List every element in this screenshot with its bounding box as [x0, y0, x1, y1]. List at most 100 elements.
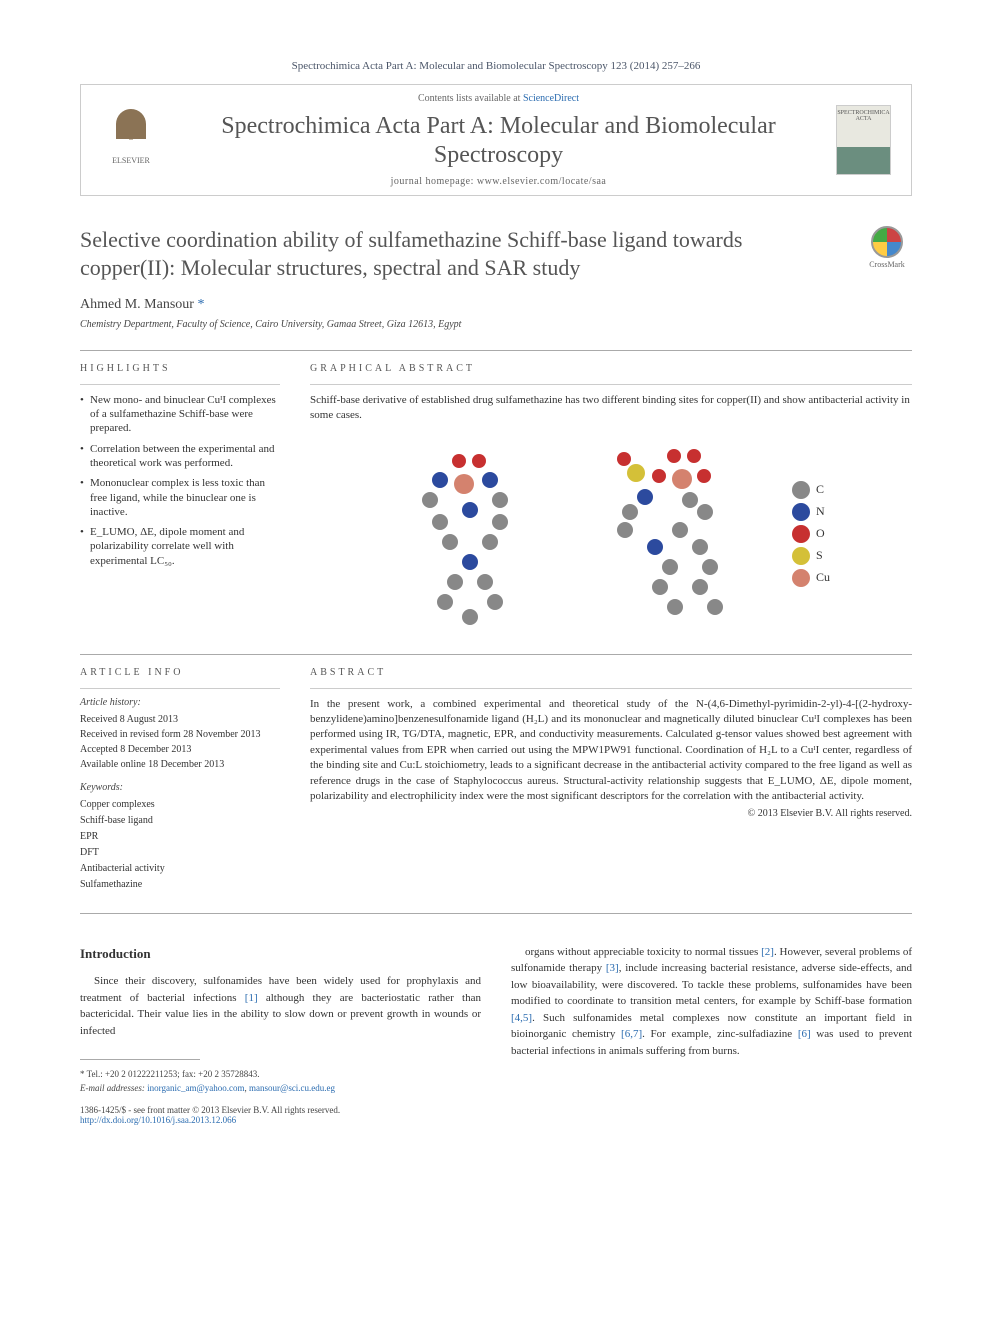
atom	[462, 502, 478, 518]
email-label: E-mail addresses:	[80, 1083, 147, 1093]
highlights-list: New mono- and binuclear CuᴵI complexes o…	[80, 393, 280, 568]
atom	[492, 514, 508, 530]
contents-available: Contents lists available at ScienceDirec…	[181, 93, 816, 104]
molecule-2	[592, 444, 772, 624]
atom	[687, 449, 701, 463]
atom	[662, 559, 678, 575]
divider	[80, 688, 280, 689]
keyword: Copper complexes	[80, 797, 280, 813]
atom	[702, 559, 718, 575]
corresponding-footnote: * Tel.: +20 2 01222211253; fax: +20 2 35…	[80, 1068, 481, 1095]
journal-header-box: ELSEVIER Contents lists available at Sci…	[80, 84, 912, 196]
keywords-label: Keywords:	[80, 782, 280, 793]
abstract-copyright: © 2013 Elsevier B.V. All rights reserved…	[310, 808, 912, 819]
atom	[672, 469, 692, 489]
highlights-label: HIGHLIGHTS	[80, 363, 280, 374]
atom-legend: CNOS Cu	[792, 481, 830, 587]
highlight-item: Mononuclear complex is less toxic than f…	[80, 476, 280, 519]
elsevier-label: ELSEVIER	[112, 156, 150, 165]
atom	[682, 492, 698, 508]
history-line: Received 8 August 2013	[80, 712, 280, 727]
intro-para-1: Since their discovery, sulfonamides have…	[80, 973, 481, 1039]
history-line: Available online 18 December 2013	[80, 757, 280, 772]
divider	[310, 688, 912, 689]
legend-item: Cu	[792, 569, 830, 587]
crossmark-badge[interactable]: CrossMark	[862, 226, 912, 276]
journal-title: Spectrochimica Acta Part A: Molecular an…	[181, 112, 816, 170]
atom	[697, 469, 711, 483]
ref-link-3[interactable]: [3]	[606, 962, 619, 974]
text: organs without appreciable toxicity to n…	[525, 946, 761, 958]
divider	[80, 350, 912, 351]
article-info-label: ARTICLE INFO	[80, 667, 280, 678]
title-text: Selective coordination ability of sulfam…	[80, 227, 742, 281]
atom	[637, 489, 653, 505]
atom	[647, 539, 663, 555]
legend-dot	[792, 547, 810, 565]
keyword: DFT	[80, 845, 280, 861]
legend-dot	[792, 503, 810, 521]
ref-link-6[interactable]: [6]	[798, 1028, 811, 1040]
cover-label: SPECTROCHIMICA ACTA	[837, 106, 890, 122]
legend-dot	[792, 569, 810, 587]
atom	[452, 454, 466, 468]
atom	[672, 522, 688, 538]
atom	[422, 492, 438, 508]
footnote-separator	[80, 1059, 200, 1060]
legend-label: O	[816, 526, 825, 541]
article-title: Selective coordination ability of sulfam…	[80, 226, 912, 283]
legend-label: C	[816, 482, 824, 497]
atom	[447, 574, 463, 590]
atom	[487, 594, 503, 610]
citation-line: Spectrochimica Acta Part A: Molecular an…	[80, 60, 912, 72]
sciencedirect-link[interactable]: ScienceDirect	[523, 93, 579, 104]
atom	[617, 452, 631, 466]
atom	[652, 579, 668, 595]
author-text: Ahmed M. Mansour	[80, 297, 194, 312]
atom	[692, 539, 708, 555]
atom	[454, 474, 474, 494]
homepage-url: www.elsevier.com/locate/saa	[477, 176, 606, 187]
atom	[462, 609, 478, 625]
history-label: Article history:	[80, 697, 280, 708]
legend-label: N	[816, 504, 825, 519]
atom	[492, 492, 508, 508]
ref-link-2[interactable]: [2]	[761, 946, 774, 958]
author-name: Ahmed M. Mansour *	[80, 297, 912, 313]
atom	[667, 599, 683, 615]
keywords-list: Copper complexesSchiff-base ligandEPRDFT…	[80, 797, 280, 893]
legend-item: N	[792, 503, 830, 521]
atom	[482, 472, 498, 488]
legend-label: S	[816, 548, 823, 563]
ref-link-1[interactable]: [1]	[245, 992, 258, 1004]
atom	[692, 579, 708, 595]
legend-item: O	[792, 525, 830, 543]
molecule-diagram: CNOS Cu	[310, 434, 912, 634]
doi-link[interactable]: http://dx.doi.org/10.1016/j.saa.2013.12.…	[80, 1115, 236, 1125]
text: . For example, zinc-sulfadiazine	[642, 1028, 798, 1040]
ref-link-45[interactable]: [4,5]	[511, 1012, 532, 1024]
divider	[80, 913, 912, 914]
atom	[432, 472, 448, 488]
atom	[622, 504, 638, 520]
divider	[80, 654, 912, 655]
legend-item: S	[792, 547, 830, 565]
ref-link-67[interactable]: [6,7]	[621, 1028, 642, 1040]
email-link-1[interactable]: inorganic_am@yahoo.com	[147, 1083, 244, 1093]
atom	[477, 574, 493, 590]
atom	[472, 454, 486, 468]
intro-para-2: organs without appreciable toxicity to n…	[511, 944, 912, 1060]
corresponding-mark[interactable]: *	[197, 297, 204, 312]
elsevier-logo: ELSEVIER	[101, 105, 161, 175]
molecule-1	[392, 444, 572, 624]
email-link-2[interactable]: mansour@sci.cu.edu.eg	[249, 1083, 335, 1093]
history-line: Received in revised form 28 November 201…	[80, 727, 280, 742]
journal-homepage: journal homepage: www.elsevier.com/locat…	[181, 176, 816, 187]
atom	[432, 514, 448, 530]
abstract-text: In the present work, a combined experime…	[310, 697, 912, 805]
highlight-item: Correlation between the experimental and…	[80, 442, 280, 471]
crossmark-icon	[871, 226, 903, 258]
issn-line: 1386-1425/$ - see front matter © 2013 El…	[80, 1105, 912, 1115]
atom	[707, 599, 723, 615]
atom	[652, 469, 666, 483]
